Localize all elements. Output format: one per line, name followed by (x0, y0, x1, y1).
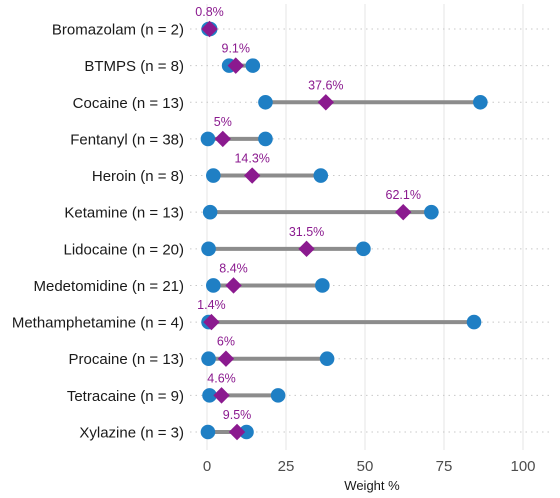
max-point-fentanyl-n-38 (258, 131, 273, 147)
min-point-fentanyl-n-38 (200, 131, 216, 147)
category-label-tetracaine-n-9: Tetracaine (n = 9) (67, 388, 184, 405)
max-point-xylazine-n-3 (239, 424, 254, 440)
max-point-methamphetamine-n-4 (466, 314, 482, 330)
median-marker-cocaine-n-13 (317, 94, 335, 111)
max-point-cocaine-n-13 (473, 94, 488, 110)
x-tick-label-50: 50 (357, 458, 374, 475)
category-label-ketamine-n-13: Ketamine (n = 13) (64, 205, 184, 222)
min-point-procaine-n-13 (201, 351, 216, 367)
max-point-tetracaine-n-9 (270, 388, 286, 403)
median-label-lidocaine-n-20: 31.5% (289, 225, 324, 239)
x-axis-title: Weight % (344, 478, 400, 493)
max-point-heroin-n-8 (313, 168, 329, 183)
min-point-cocaine-n-13 (258, 94, 273, 110)
median-label-heroin-n-8: 14.3% (234, 152, 269, 166)
median-label-medetomidine-n-21: 8.4% (219, 261, 248, 275)
median-marker-xylazine-n-3 (228, 423, 246, 441)
median-marker-ketamine-n-13 (395, 203, 412, 221)
min-point-xylazine-n-3 (200, 424, 216, 440)
min-point-medetomidine-n-21 (206, 278, 221, 293)
median-marker-procaine-n-13 (217, 350, 235, 367)
max-point-medetomidine-n-21 (315, 278, 330, 293)
median-marker-btmps-n-8 (227, 57, 244, 74)
max-point-procaine-n-13 (319, 351, 335, 367)
range-lines (207, 27, 481, 434)
median-label-ketamine-n-13: 62.1% (386, 188, 421, 202)
category-label-xylazine-n-3: Xylazine (n = 3) (79, 425, 184, 442)
x-tick-label-100: 100 (510, 458, 535, 475)
category-label-btmps-n-8: BTMPS (n = 8) (84, 58, 184, 75)
median-marker-methamphetamine-n-4 (203, 313, 220, 331)
category-label-medetomidine-n-21: Medetomidine (n = 21) (34, 278, 185, 295)
median-marker-bromazolam-n-2 (201, 20, 218, 38)
category-label-fentanyl-n-38: Fentanyl (n = 38) (70, 131, 184, 148)
median-marker-lidocaine-n-20 (298, 240, 315, 258)
labels: 0 25 50 75 100 Bromazolam (n = 2) 0.8% BTMPS (n… (12, 5, 536, 475)
row-gridlines (190, 28, 553, 433)
max-point-btmps-n-8 (245, 58, 261, 73)
median-label-procaine-n-13: 6% (217, 335, 235, 349)
x-tick-label-75: 75 (436, 458, 453, 475)
median-label-xylazine-n-3: 9.5% (223, 408, 252, 422)
median-label-btmps-n-8: 9.1% (222, 42, 251, 56)
median-label-fentanyl-n-38: 5% (214, 115, 232, 129)
median-marker-heroin-n-8 (243, 167, 261, 184)
median-label-tetracaine-n-9: 4.6% (207, 371, 236, 385)
category-label-methamphetamine-n-4: Methamphetamine (n = 4) (12, 315, 184, 332)
median-marker-tetracaine-n-9 (213, 387, 230, 404)
grid-layer (206, 4, 524, 450)
min-point-lidocaine-n-20 (201, 241, 216, 257)
category-label-bromazolam-n-2: Bromazolam (n = 2) (52, 22, 184, 39)
median-marker-medetomidine-n-21 (225, 277, 242, 294)
min-point-ketamine-n-13 (202, 204, 218, 220)
category-label-lidocaine-n-20: Lidocaine (n = 20) (64, 241, 185, 258)
median-label-cocaine-n-13: 37.6% (308, 78, 343, 92)
median-label-methamphetamine-n-4: 1.4% (197, 298, 226, 312)
category-label-cocaine-n-13: Cocaine (n = 13) (73, 95, 184, 112)
category-label-heroin-n-8: Heroin (n = 8) (92, 168, 184, 185)
median-label-bromazolam-n-2: 0.8% (195, 5, 224, 19)
x-tick-label-25: 25 (278, 458, 295, 475)
category-label-procaine-n-13: Procaine (n = 13) (69, 351, 184, 368)
x-tick-label-0: 0 (203, 458, 211, 475)
median-marker-fentanyl-n-38 (214, 130, 231, 148)
points (200, 20, 488, 441)
max-point-lidocaine-n-20 (356, 241, 371, 257)
min-point-heroin-n-8 (206, 168, 221, 183)
min-point-tetracaine-n-9 (202, 388, 217, 403)
max-point-ketamine-n-13 (424, 204, 439, 220)
